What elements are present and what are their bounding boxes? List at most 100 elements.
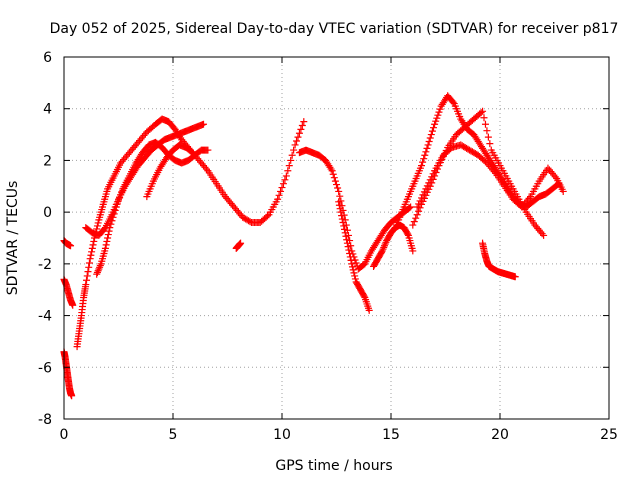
data-point [69,301,77,309]
data-point [346,253,354,261]
data-point [479,107,487,115]
data-point [426,176,434,184]
data-point [104,231,112,239]
data-point [291,141,299,149]
data-point [117,191,125,199]
x-tick-label: 0 [60,427,69,443]
data-point [409,247,417,255]
data-point [96,263,104,271]
series-sat-track-n [479,239,519,281]
data-point [285,162,293,170]
x-axis-label: GPS time / hours [275,458,392,474]
y-tick-label: 4 [43,102,52,118]
data-point [82,281,90,289]
data-point [348,263,356,271]
data-point [481,120,489,128]
ticks-layer: 0 5 10 15 20 25 -8 -6 -4 -2 0 2 4 6 [38,50,618,443]
data-point [88,248,96,256]
series-sat-track-g [143,141,197,201]
data-point [486,140,494,148]
data-point [342,232,350,240]
data-point [381,240,389,248]
data-point [343,236,351,244]
data-point [412,214,420,222]
data-point [347,256,355,264]
data-point [108,217,116,225]
y-axis-label: SDTVAR / TECUs [5,181,21,296]
data-point [551,173,559,181]
data-point [95,265,103,273]
data-point [413,211,421,219]
data-point [540,231,548,239]
data-point [431,120,439,128]
data-point [94,219,102,227]
data-point [432,117,440,125]
data-point [295,129,303,137]
data-point [341,229,349,237]
y-tick-label: 0 [43,205,52,221]
data-point [350,269,358,277]
data-point [90,237,98,245]
y-tick-label: 6 [43,50,52,66]
series-sat-track-l [409,107,548,239]
data-point [275,191,283,199]
data-point [68,392,76,400]
data-point [419,158,427,166]
x-tick-label: 10 [273,427,291,443]
data-point [418,162,426,170]
data-point [103,237,111,245]
data-point [85,259,93,267]
data-point [204,146,212,154]
data-point [435,108,443,116]
data-point [351,275,359,283]
series-sat-track-b [60,275,77,309]
y-tick-label: -8 [38,412,52,428]
data-point [428,127,436,135]
data-point [429,170,437,178]
data-point [336,205,344,213]
data-point [419,191,427,199]
data-point [380,243,388,251]
data-point [511,273,519,281]
data-point [360,292,368,300]
data-point [110,210,118,218]
data-point [101,244,109,252]
data-point [293,137,301,145]
data-point [331,177,339,185]
series-sat-track-f [93,138,212,278]
data-point [330,174,338,182]
data-point [284,167,292,175]
data-point [416,197,424,205]
y-tick-label: -4 [38,309,52,325]
data-point [104,234,112,242]
data-point [449,98,457,106]
data-point [282,172,290,180]
data-point [202,165,210,173]
data-point [237,239,245,247]
data-point [189,149,197,157]
data-point [287,156,295,164]
data-point [424,141,432,149]
data-point [340,225,348,233]
data-point [423,182,431,190]
data-point [109,213,117,221]
series-sat-track-m [413,141,567,211]
data-point [334,184,342,192]
data-point [279,180,287,188]
data-point [339,218,347,226]
data-point [436,105,444,113]
data-point [327,165,335,173]
x-tick-label: 25 [600,427,618,443]
chart-title: Day 052 of 2025, Sidereal Day-to-day VTE… [50,21,619,37]
data-point [525,194,533,202]
data-point [115,197,122,205]
data-point [426,134,434,142]
series-sat-track-h [232,239,245,252]
data-point [118,188,126,196]
data-point [382,238,390,246]
data-point [200,120,208,128]
grid-layer [64,57,609,419]
data-point [85,263,93,271]
